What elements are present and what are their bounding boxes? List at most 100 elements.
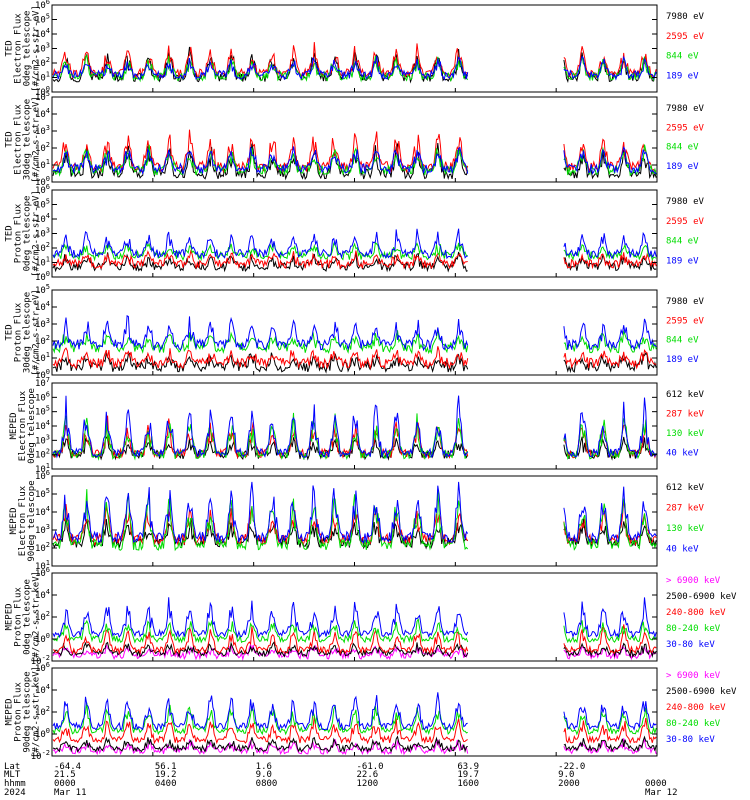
y-tick-label: 107 [35, 376, 50, 389]
legend-entry: 7980 eV [666, 12, 705, 22]
legend-entry: 30-80 keV [666, 640, 715, 650]
legend-entry: 130 keV [666, 524, 705, 534]
x-tick-label: Mar 11 [54, 788, 87, 798]
panel-frame [51, 475, 658, 567]
y-tick-label: 101 [35, 71, 50, 84]
y-tick-label: 100 [35, 727, 50, 740]
y-tick-label: 100 [35, 175, 50, 188]
y-tick-label: 102 [35, 541, 50, 554]
y-tick-label: 10-2 [31, 654, 50, 667]
legend-entry: 2595 eV [666, 217, 705, 227]
legend-entry: 30-80 keV [666, 735, 715, 745]
y-axis-label: TEDProton Flux30deg telescope[#/cm2-s-st… [5, 289, 42, 376]
x-tick-label: -61.0 [357, 762, 384, 772]
legend-entry: 40 keV [666, 545, 699, 555]
legend-entry: 2595 eV [666, 32, 705, 42]
y-tick-label: 103 [35, 433, 50, 446]
legend-entry: > 6900 keV [666, 576, 721, 586]
legend-entry: 7980 eV [666, 197, 705, 207]
series-line [52, 146, 657, 176]
legend-entry: 40 keV [666, 449, 699, 459]
legend-entry: 189 eV [666, 256, 699, 266]
y-tick-label: 106 [35, 183, 50, 196]
series-line [52, 735, 657, 754]
legend-entry: 80-240 keV [666, 719, 721, 729]
legend-entry: > 6900 keV [666, 671, 721, 681]
y-tick-label: 102 [35, 141, 50, 154]
y-tick-label: 105 [35, 283, 50, 296]
y-tick-label: 103 [35, 42, 50, 55]
series-line [52, 228, 657, 260]
y-tick-label: 104 [35, 300, 50, 313]
y-tick-label: 101 [35, 462, 50, 475]
y-tick-label: 105 [35, 405, 50, 418]
legend-entry: 189 eV [666, 355, 699, 365]
y-tick-label: 102 [35, 705, 50, 718]
x-tick-label: Mar 12 [645, 788, 678, 798]
series-line [52, 352, 657, 374]
series-line [52, 142, 657, 181]
y-tick-label: 105 [35, 198, 50, 211]
legend-entry: 612 keV [666, 483, 705, 493]
x-row-label: 2024 [4, 788, 26, 798]
series-line [52, 395, 657, 460]
y-axis-label: MEPEDElectron Flux0deg telescope [9, 388, 37, 464]
x-tick-label: 19.7 [457, 770, 479, 780]
y-tick-label: 104 [35, 505, 50, 518]
legend-entry: 2500-6900 keV [666, 687, 737, 697]
x-tick-label: 1600 [457, 779, 479, 789]
y-tick-label: 100 [35, 632, 50, 645]
y-tick-label: 101 [35, 559, 50, 572]
series-line [52, 692, 657, 732]
x-tick-label: 63.9 [457, 762, 479, 772]
x-tick-label: 0000 [645, 779, 667, 789]
panel-frame [51, 667, 658, 757]
y-tick-label: 100 [35, 270, 50, 283]
x-tick-label: 22.6 [357, 770, 379, 780]
y-tick-label: 106 [35, 0, 50, 11]
x-tick-label: -64.4 [54, 762, 81, 772]
y-tick-label: 106 [35, 469, 50, 482]
y-tick-label: 101 [35, 351, 50, 364]
y-tick-label: 105 [35, 90, 50, 103]
series-line [52, 641, 657, 659]
legend-entry: 844 eV [666, 143, 699, 153]
series-line [52, 314, 657, 352]
y-tick-label: 100 [35, 85, 50, 98]
y-tick-label: 102 [35, 610, 50, 623]
legend-entry: 2595 eV [666, 123, 705, 133]
y-axis-label: TEDElectron Flux0deg telescope[#/cm2-s-s… [5, 5, 42, 92]
series-line [52, 42, 657, 80]
y-tick-label: 104 [35, 212, 50, 225]
series-line [52, 481, 657, 545]
series-line [52, 55, 657, 81]
legend-entry: 612 keV [666, 390, 705, 400]
x-tick-label: 0800 [256, 779, 278, 789]
x-tick-label: 1200 [357, 779, 379, 789]
legend-entry: 287 keV [666, 504, 705, 514]
legend-entry: 7980 eV [666, 297, 705, 307]
y-tick-label: 106 [35, 566, 50, 579]
legend-entry: 189 eV [666, 71, 699, 81]
y-tick-label: 101 [35, 256, 50, 269]
x-row-label: MLT [4, 770, 21, 780]
series-line [52, 716, 657, 745]
series-line [52, 597, 657, 639]
y-tick-label: 106 [35, 661, 50, 674]
y-tick-label: 104 [35, 588, 50, 601]
x-row-label: hhmm [4, 779, 26, 789]
y-tick-label: 105 [35, 487, 50, 500]
y-tick-label: 104 [35, 107, 50, 120]
x-tick-label: 21.5 [54, 770, 76, 780]
y-tick-label: 102 [35, 56, 50, 69]
legend-entry: 130 keV [666, 429, 705, 439]
y-axis-label: MEPEDProton Flux90deg telescope[#/cm2-s-… [5, 666, 42, 758]
y-tick-label: 102 [35, 448, 50, 461]
x-axis-annotations: Lat -64.4 56.1 1.6 -61.0 63.9 -22.0 MLT 21.5 19.2… [4, 762, 678, 798]
x-tick-label: 1.6 [256, 762, 272, 772]
